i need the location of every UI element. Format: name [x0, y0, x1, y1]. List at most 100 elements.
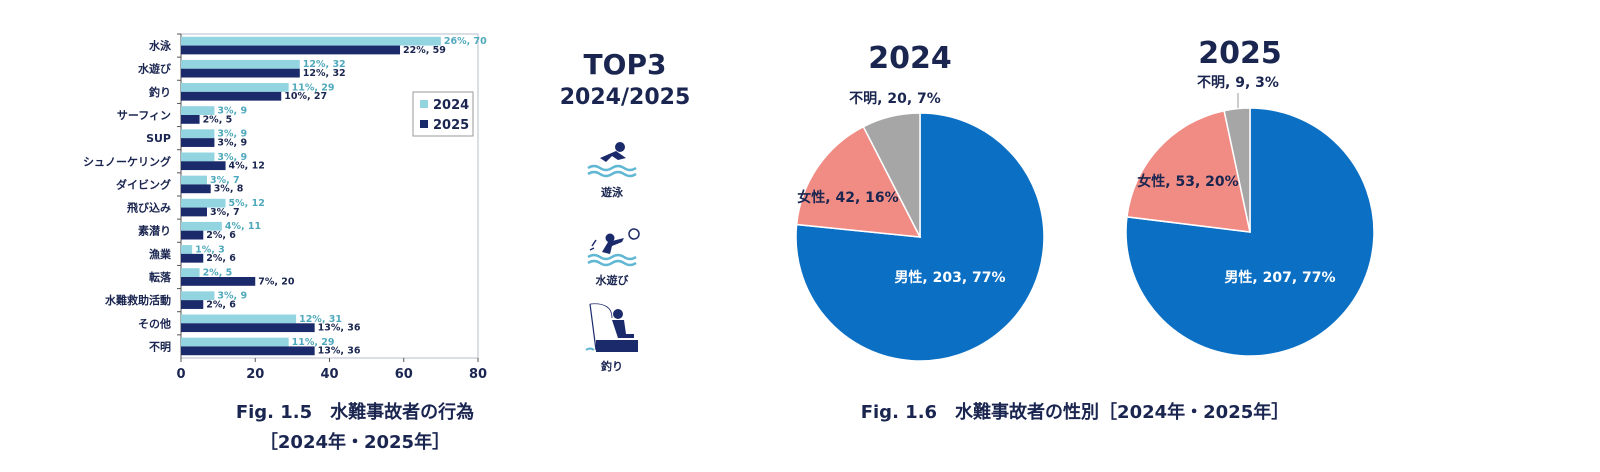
bar-2025 — [181, 230, 204, 240]
data-label-2024: 5%, 12 — [229, 198, 265, 209]
top3-item-2-label: 水遊び — [595, 274, 629, 287]
legend-swatch-2024 — [420, 100, 428, 108]
pie-slice-label: 女性, 42, 16% — [797, 189, 898, 206]
water-play-icon — [587, 228, 640, 267]
pie-slice-label: 男性, 203, 77% — [894, 269, 1005, 286]
pie-slice-label: 不明, 9, 3% — [1197, 75, 1279, 91]
bar-2025 — [181, 323, 315, 333]
top3-title: TOP3 — [583, 48, 667, 81]
category-label: SUP — [146, 132, 171, 145]
data-label-2024: 4%, 11 — [225, 221, 261, 232]
bar-2024 — [181, 221, 222, 231]
category-label: 水遊び — [138, 62, 172, 76]
data-label-2025: 13%, 36 — [318, 346, 361, 357]
data-label-2024: 11%, 29 — [292, 82, 335, 93]
fig15-subtitle: ［2024年・2025年］ — [259, 432, 451, 453]
data-label-2024: 26%, 70 — [444, 36, 487, 47]
data-label-2024: 3%, 7 — [210, 175, 240, 186]
x-tick-label: 40 — [320, 367, 338, 382]
bar-2024 — [181, 59, 300, 69]
category-label: 飛び込み — [126, 201, 171, 215]
pie-slice-label: 不明, 20, 7% — [849, 91, 941, 107]
category-label: 水難救助活動 — [105, 293, 171, 307]
data-label-2025: 2%, 6 — [206, 230, 236, 241]
category-label: 水泳 — [149, 39, 172, 53]
pie-slice-label: 女性, 53, 20% — [1137, 173, 1238, 190]
bar-2025 — [181, 300, 204, 309]
bar-2024 — [181, 198, 226, 208]
category-label: 素潜り — [138, 224, 171, 238]
pie-slice — [862, 112, 921, 238]
bar-2025 — [181, 253, 204, 263]
bar-2025 — [181, 346, 315, 356]
bar-2024 — [181, 245, 193, 254]
data-label-2024: 3%, 9 — [217, 152, 247, 163]
bar-2024 — [181, 175, 207, 185]
bar-2025 — [181, 161, 226, 171]
category-label: 転落 — [149, 270, 172, 284]
bar-2025 — [181, 138, 215, 147]
data-label-2024: 2%, 5 — [203, 268, 233, 279]
legend-label-2025: 2025 — [433, 118, 469, 133]
data-label-2025: 13%, 36 — [318, 323, 361, 334]
bar-2024 — [181, 337, 289, 347]
category-label: その他 — [138, 316, 171, 330]
data-label-2025: 2%, 6 — [206, 253, 236, 264]
data-label-2025: 7%, 20 — [258, 276, 295, 287]
bar-2025 — [181, 184, 211, 194]
bar-2025 — [181, 277, 256, 286]
data-label-2024: 3%, 9 — [217, 291, 247, 302]
bar-2024 — [181, 152, 215, 162]
bar-2024 — [181, 36, 441, 46]
bar-2024 — [181, 268, 200, 277]
top3-item-3-label: 釣り — [601, 360, 623, 373]
swimmer-icon — [587, 142, 637, 178]
bar-2024 — [181, 83, 289, 92]
legend-label-2024: 2024 — [433, 98, 469, 113]
data-label-2025: 22%, 59 — [403, 45, 446, 56]
category-label: サーフィン — [117, 109, 171, 122]
pie-slice — [795, 125, 922, 238]
bar-2024 — [181, 106, 215, 115]
category-label: ダイビング — [116, 177, 171, 191]
data-label-2024: 3%, 9 — [217, 106, 247, 117]
fig16-caption: Fig. 1.6 水難事故者の性別［2024年・2025年］ — [860, 402, 1290, 423]
data-label-2024: 12%, 32 — [303, 59, 346, 70]
fig15-title: Fig. 1.5 水難事故者の行為 — [235, 402, 475, 423]
x-tick-label: 20 — [246, 367, 264, 382]
x-tick-label: 80 — [469, 367, 487, 382]
fig15-caption: Fig. 1.5 水難事故者の行為 ［2024年・2025年］ — [160, 398, 550, 454]
data-label-2024: 11%, 29 — [292, 337, 335, 348]
data-label-2024: 12%, 31 — [299, 314, 342, 325]
category-label: 釣り — [149, 85, 171, 99]
legend-box — [412, 91, 474, 137]
bar-2025 — [181, 207, 207, 217]
data-label-2025: 2%, 6 — [206, 299, 236, 310]
bar-2024 — [181, 129, 215, 139]
data-label-2025: 3%, 8 — [214, 184, 244, 195]
pie-title-2025: 2025 — [1198, 36, 1282, 71]
top3-years: 2024/2025 — [559, 85, 691, 110]
data-label-2025: 10%, 27 — [284, 91, 327, 102]
top3-item-2: 水遊び — [582, 226, 642, 288]
x-tick-label: 0 — [176, 367, 185, 382]
legend-swatch-2025 — [420, 120, 428, 128]
data-label-2025: 3%, 9 — [217, 137, 247, 148]
top3-panel: TOP3 2024/2025 — [540, 48, 710, 110]
top3-item-1-label: 遊泳 — [601, 186, 623, 199]
bar-2025 — [181, 45, 401, 55]
top3-item-1: 遊泳 — [582, 138, 642, 200]
bar-2024 — [181, 314, 297, 324]
data-label-2025: 3%, 7 — [210, 207, 240, 218]
pie-slice — [1126, 109, 1251, 233]
category-label: 不明 — [149, 340, 171, 353]
bar-2024 — [181, 291, 215, 301]
bar-2025 — [181, 91, 282, 101]
data-label-2024: 3%, 9 — [217, 129, 247, 140]
bar-2025 — [181, 68, 300, 78]
pie-charts: 2024 男性, 203, 77% 女性, 42, 16% 不明, 20, 7% 202… — [795, 36, 1375, 362]
top3-item-3: 釣り — [582, 302, 642, 374]
bar-2025 — [181, 115, 200, 124]
pie-slice-label: 男性, 207, 77% — [1224, 269, 1335, 286]
